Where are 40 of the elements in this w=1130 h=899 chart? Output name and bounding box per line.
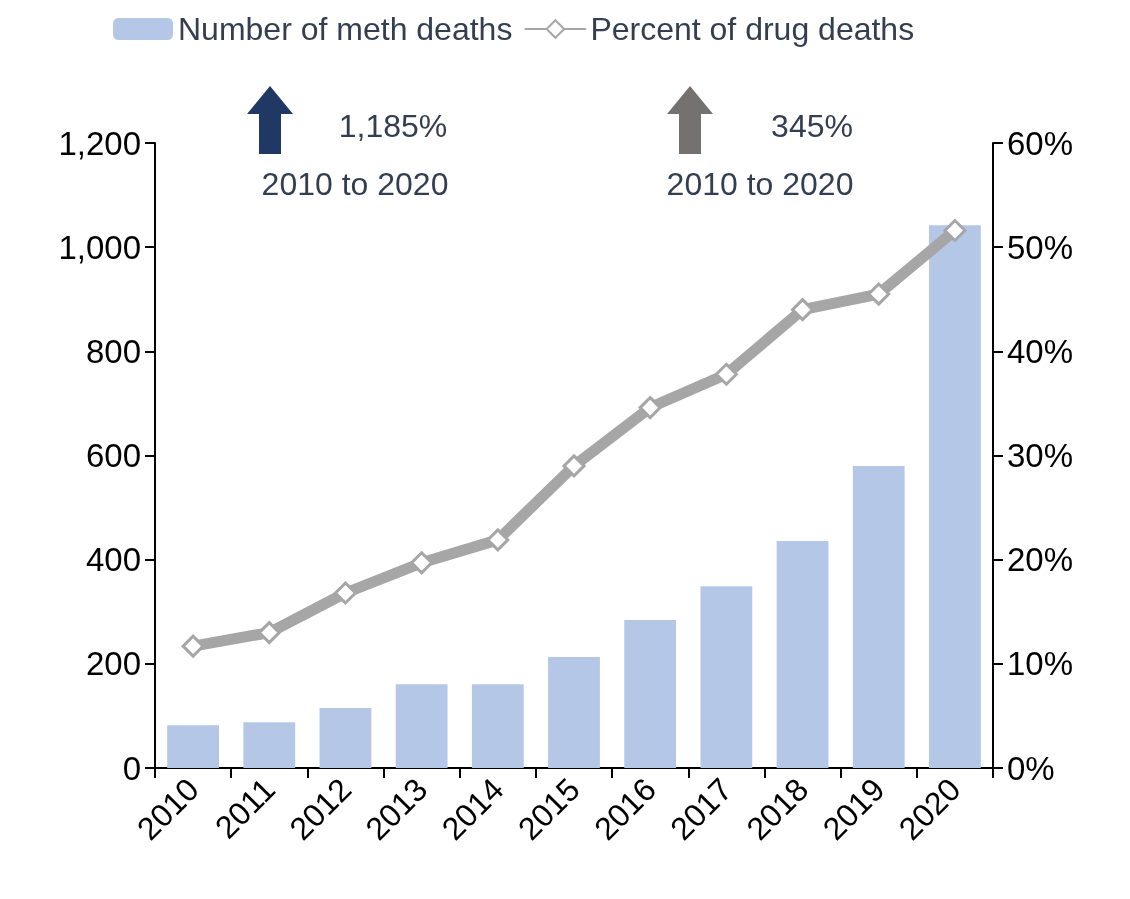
annotation: 345% (771, 108, 853, 144)
point (410, 551, 434, 575)
bar (548, 657, 600, 768)
bar (624, 620, 677, 768)
y2-tick-label: 30% (1007, 437, 1074, 474)
annotation: 1,185% (338, 108, 448, 144)
annotation: 2010 to 2020 (261, 166, 449, 202)
bar (776, 540, 829, 768)
bar (852, 465, 905, 768)
point (638, 396, 662, 420)
point (714, 362, 738, 386)
bar (471, 684, 524, 768)
bar (395, 684, 448, 768)
y-tick-label: 400 (85, 541, 141, 579)
y2-tick-label: 60% (1007, 124, 1074, 162)
bar (319, 708, 372, 768)
point (867, 282, 891, 306)
bar (167, 725, 219, 768)
y-tick-label: 1,200 (58, 124, 141, 162)
bar (929, 225, 981, 768)
y2-tick-label: 0% (1007, 749, 1055, 787)
y-tick-label: 200 (85, 645, 141, 683)
point (562, 454, 586, 478)
point (486, 528, 510, 552)
y2-tick-label: 10% (1007, 645, 1074, 683)
bar (700, 586, 753, 768)
legend-label: Number of meth deaths (178, 11, 513, 47)
annotation: 2010 to 2020 (666, 166, 854, 202)
point (333, 581, 357, 605)
y-tick-label: 1,000 (58, 228, 141, 266)
y2-tick-label: 40% (1007, 332, 1074, 370)
bar (243, 722, 296, 768)
y2-tick-label: 50% (1007, 228, 1074, 266)
y-tick-label: 800 (85, 332, 141, 370)
legend-label: Percent of drug deaths (590, 11, 915, 47)
y-tick-label: 0 (122, 749, 141, 787)
y-tick-label: 600 (85, 437, 141, 474)
y2-tick-label: 20% (1007, 541, 1074, 579)
point (181, 634, 205, 658)
point (943, 219, 967, 242)
